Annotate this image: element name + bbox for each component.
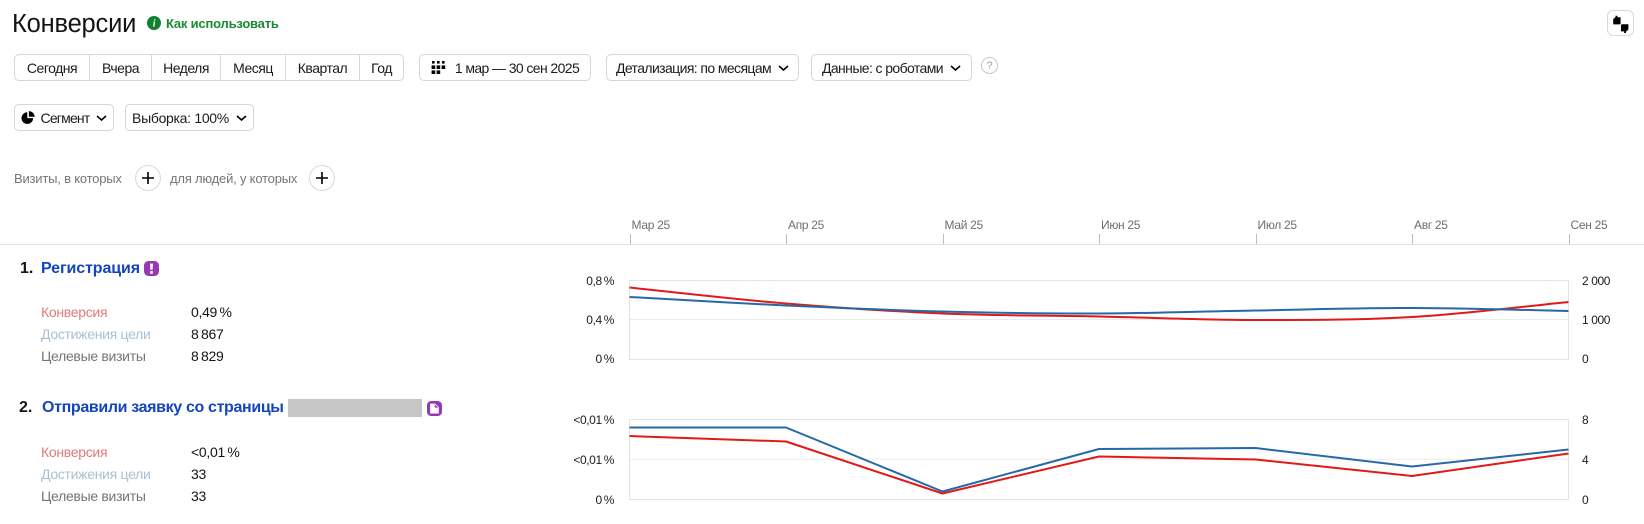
svg-text:i: i	[153, 19, 156, 30]
